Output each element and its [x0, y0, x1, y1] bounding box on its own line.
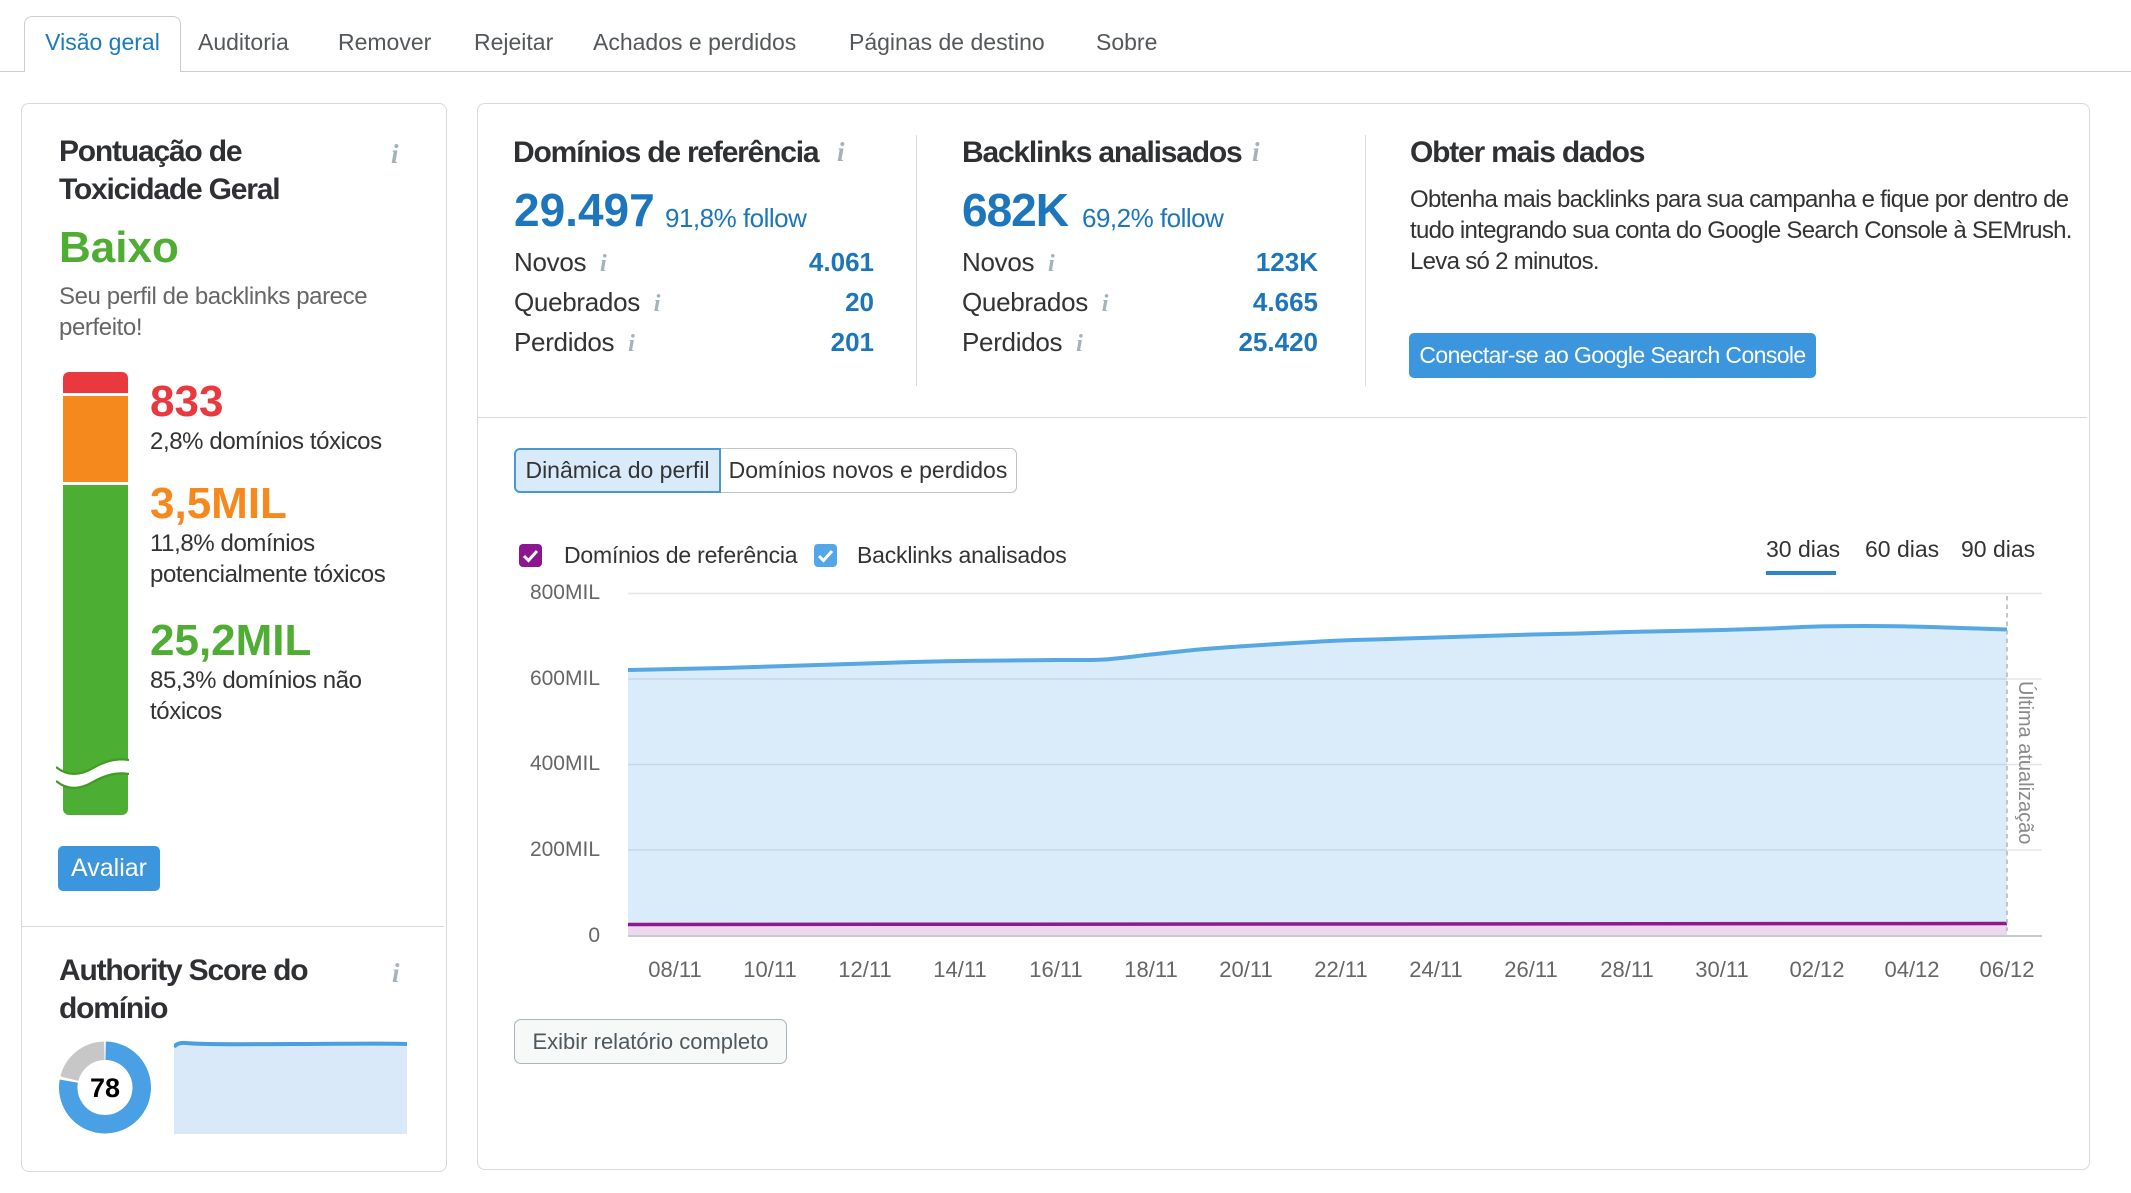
svg-text:78: 78	[90, 1073, 120, 1103]
